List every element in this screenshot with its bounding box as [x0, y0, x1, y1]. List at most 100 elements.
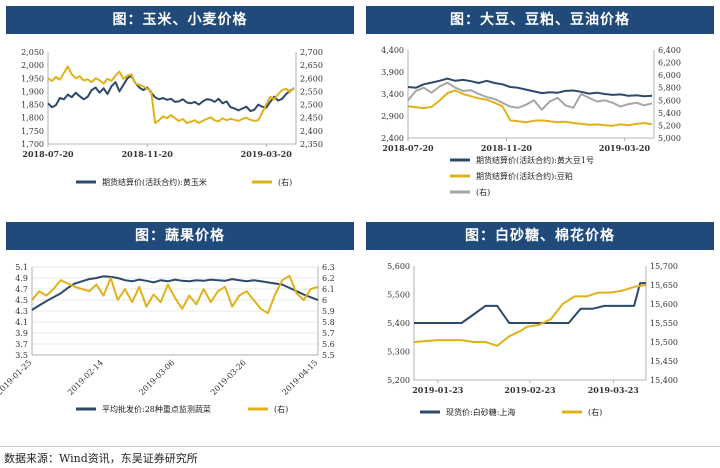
legend-label: 现货价:白砂糖:上海 [446, 407, 515, 417]
y-tick-right: 6.2 [322, 274, 335, 283]
y-tick-left: 3.5 [15, 351, 28, 360]
chart-panel-corn-wheat: 图：玉米、小麦价格 2,050 2,000 1,950 1,900 1,850 1,800… [6, 6, 354, 211]
y-tick-right: 5,400 [658, 109, 681, 118]
y-tick-right: 5.6 [322, 340, 335, 349]
y-tick-right: 5.9 [322, 307, 335, 316]
y-tick-right: 5.5 [322, 351, 335, 360]
y-tick-left: 5,500 [387, 291, 410, 300]
series-line [407, 77, 653, 98]
chart-title: 图：白砂糖、棉花价格 [366, 222, 714, 250]
y-tick-left: 4.9 [15, 274, 28, 283]
legend-label: 期货结算价(活跃合约):黄大豆1号 [476, 155, 594, 165]
y-tick-left: 4.5 [15, 296, 28, 305]
x-tick-label: 2019-03-20 [241, 149, 293, 159]
y-tick-left: 4.3 [15, 307, 28, 316]
x-tick-label: 2018-11-20 [481, 143, 533, 153]
legend-label: (右) [476, 187, 490, 197]
y-tick-right: 2,500 [300, 101, 323, 110]
x-tick-label: 2019-02-14 [66, 358, 105, 397]
series-line [47, 74, 295, 113]
y-tick-right: 15,500 [650, 338, 678, 347]
chart-corn-wheat: 2,050 2,000 1,950 1,900 1,850 1,800 1,750 1,700… [21, 48, 323, 187]
legend-label: 期货结算价(活跃合约):黄玉米 [102, 177, 207, 187]
y-tick-right: 5,600 [658, 96, 681, 105]
chart-vegetables: 5.1 4.9 4.7 4.5 4.3 4.1 3.9 3.7 3.5 6.3 6.2 6.1 6 5.9… [0, 263, 335, 414]
y-tick-left: 4.7 [15, 285, 28, 294]
y-tick-left: 1,850 [21, 101, 44, 110]
y-tick-left: 3.9 [15, 329, 28, 338]
legend-label: (右) [588, 407, 602, 417]
chart-title: 图：蔬果价格 [6, 222, 354, 250]
y-tick-right: 15,650 [650, 281, 678, 290]
x-tick-label: 2018-07-20 [382, 143, 434, 153]
y-tick-right: 2,600 [300, 74, 323, 83]
y-tick-left: 4,400 [381, 46, 404, 55]
y-tick-left: 5.1 [15, 263, 28, 272]
y-tick-left: 1,900 [21, 87, 44, 96]
x-tick-label: 2018-07-20 [22, 149, 74, 159]
y-tick-right: 15,600 [650, 300, 678, 309]
y-tick-left: 5,400 [387, 319, 410, 328]
x-tick-label: 2019-03-26 [209, 358, 248, 397]
legend-label: (右) [278, 177, 292, 187]
x-tick-label: 2019-01-23 [412, 385, 464, 395]
legend-label: (右) [274, 404, 288, 414]
y-tick-left: 2,900 [381, 112, 404, 121]
chart-panel-soy: 图：大豆、豆粕、豆油价格 4,400 3,900 3,400 2,900 2,400 6,… [366, 6, 714, 211]
y-tick-right: 2,350 [300, 140, 323, 149]
chart-panel-vegetables: 图：蔬果价格 5.1 4.9 4.7 4.5 4.3 4.1 3.9 3.7 3.5 6.3 6.2… [0, 222, 354, 440]
source-note: 数据来源：Wind资讯，东吴证券研究所 [4, 452, 198, 465]
x-tick-label: 2018-11-20 [122, 149, 174, 159]
y-tick-left: 5,600 [387, 262, 410, 271]
y-tick-left: 2,000 [21, 61, 44, 70]
y-tick-left: 1,800 [21, 114, 44, 123]
y-tick-right: 2,450 [300, 114, 323, 123]
y-tick-right: 6,000 [658, 71, 681, 80]
y-tick-left: 4.1 [15, 318, 28, 327]
y-tick-right: 5,000 [658, 134, 681, 143]
y-tick-left: 3,400 [381, 90, 404, 99]
series-line [407, 81, 653, 111]
y-tick-right: 6.1 [322, 285, 335, 294]
series-line [31, 274, 319, 315]
y-tick-left: 2,400 [381, 134, 404, 143]
y-tick-right: 6,400 [658, 46, 681, 55]
x-tick-label: 2019-02-23 [504, 385, 556, 395]
x-tick-label: 2019-03-20 [599, 143, 651, 153]
series-line [47, 65, 295, 124]
chart-panel-sugar-cotton: 图：白砂糖、棉花价格 5,600 5,500 5,400 5,300 5,200 15,7… [366, 222, 714, 440]
series-line [413, 284, 647, 347]
x-tick-label: 2019-03-06 [137, 358, 176, 397]
y-tick-right: 15,450 [650, 357, 678, 366]
y-tick-left: 5,300 [387, 348, 410, 357]
series-line [31, 275, 319, 311]
chart-title: 图：玉米、小麦价格 [6, 6, 354, 34]
y-tick-left: 2,050 [21, 48, 44, 57]
series-line [407, 89, 653, 127]
y-tick-left: 3.7 [15, 340, 28, 349]
y-tick-right: 5.7 [322, 329, 335, 338]
y-tick-left: 3,900 [381, 68, 404, 77]
chart-title: 图：大豆、豆粕、豆油价格 [366, 6, 714, 34]
legend-label: 平均批发价:28种重点监测蔬菜 [102, 404, 211, 414]
x-tick-label: 2019-03-23 [588, 385, 640, 395]
y-tick-right: 6 [322, 296, 327, 305]
y-tick-left: 1,950 [21, 74, 44, 83]
y-tick-right: 2,550 [300, 87, 323, 96]
y-tick-right: 2,700 [300, 48, 323, 57]
y-tick-right: 15,550 [650, 319, 678, 328]
y-tick-right: 5.8 [322, 318, 335, 327]
y-tick-right: 15,700 [650, 262, 678, 271]
y-tick-right: 15,400 [650, 376, 678, 385]
chart-sugar-cotton: 5,600 5,500 5,400 5,300 5,200 15,700 15,650 15,… [387, 262, 678, 417]
y-tick-right: 5,200 [658, 121, 681, 130]
y-tick-right: 2,400 [300, 127, 323, 136]
y-tick-left: 1,700 [21, 140, 44, 149]
series-line [414, 282, 646, 324]
y-tick-right: 5,800 [658, 84, 681, 93]
y-tick-right: 6.3 [322, 263, 335, 272]
x-tick-label: 2019-01-25 [0, 358, 33, 397]
x-tick-label: 2019-04-15 [280, 358, 319, 397]
y-tick-right: 6,200 [658, 59, 681, 68]
y-tick-right: 2,650 [300, 61, 323, 70]
